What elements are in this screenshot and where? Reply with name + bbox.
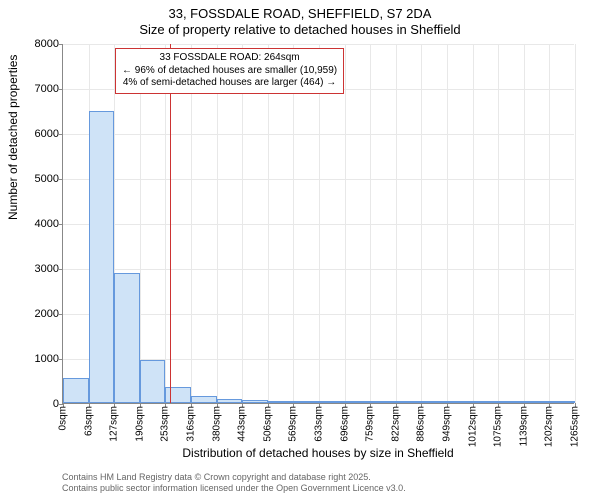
x-gridline (370, 44, 371, 403)
x-tick-label: 569sqm (288, 403, 299, 442)
histogram-bar (242, 400, 268, 403)
x-tick-label: 316sqm (186, 403, 197, 442)
histogram-bar (140, 360, 166, 403)
footer-attribution: Contains HM Land Registry data © Crown c… (62, 472, 406, 495)
x-gridline (165, 44, 166, 403)
histogram-bar (549, 401, 575, 403)
x-gridline (217, 44, 218, 403)
x-tick-label: 1075sqm (493, 403, 504, 447)
annotation-line-2: ← 96% of detached houses are smaller (10… (122, 65, 337, 78)
x-gridline (549, 44, 550, 403)
x-tick-label: 1265sqm (570, 403, 581, 447)
histogram-bar (421, 401, 447, 403)
x-gridline (319, 44, 320, 403)
x-tick-label: 633sqm (314, 403, 325, 442)
annotation-line-1: 33 FOSSDALE ROAD: 264sqm (122, 52, 337, 65)
x-tick-label: 1139sqm (518, 403, 529, 446)
x-gridline (140, 44, 141, 403)
histogram-bar (217, 399, 243, 403)
y-axis-label: Number of detached properties (6, 55, 20, 220)
x-tick-label: 1012sqm (467, 403, 478, 447)
histogram-bar (89, 111, 115, 404)
x-gridline (191, 44, 192, 403)
x-gridline (498, 44, 499, 403)
histogram-bar (319, 401, 345, 403)
histogram-bar (345, 401, 371, 403)
x-gridline (447, 44, 448, 403)
x-tick-label: 696sqm (339, 403, 350, 442)
histogram-bar (114, 273, 140, 404)
footer-line-2: Contains public sector information licen… (62, 483, 406, 494)
chart-plot-area: 0100020003000400050006000700080000sqm63s… (62, 44, 574, 404)
y-tick-label: 7000 (35, 83, 63, 95)
histogram-bar (268, 401, 294, 403)
x-gridline (473, 44, 474, 403)
histogram-bar (370, 401, 396, 403)
y-tick-label: 2000 (35, 308, 63, 320)
x-tick-label: 1202sqm (544, 403, 555, 447)
chart-title-block: 33, FOSSDALE ROAD, SHEFFIELD, S7 2DA Siz… (0, 0, 600, 37)
y-tick-label: 8000 (35, 38, 63, 50)
y-tick-label: 6000 (35, 128, 63, 140)
histogram-bar (447, 401, 473, 403)
histogram-bar (63, 378, 89, 403)
x-gridline (242, 44, 243, 403)
annotation-line-3: 4% of semi-detached houses are larger (4… (122, 77, 337, 90)
histogram-bar (191, 396, 217, 403)
x-tick-label: 759sqm (365, 403, 376, 442)
x-gridline (575, 44, 576, 403)
x-gridline (268, 44, 269, 403)
x-tick-label: 253sqm (160, 403, 171, 442)
x-gridline (524, 44, 525, 403)
x-tick-label: 63sqm (83, 403, 94, 436)
histogram-bar (396, 401, 422, 403)
x-tick-label: 190sqm (134, 403, 145, 442)
y-tick-label: 3000 (35, 263, 63, 275)
title-line-2: Size of property relative to detached ho… (0, 22, 600, 37)
histogram-bar (524, 401, 550, 403)
x-axis-label: Distribution of detached houses by size … (62, 446, 574, 460)
x-tick-label: 127sqm (109, 403, 120, 442)
x-gridline (293, 44, 294, 403)
y-tick-label: 1000 (35, 353, 63, 365)
reference-line (170, 44, 171, 403)
x-tick-label: 0sqm (58, 403, 69, 430)
reference-annotation-box: 33 FOSSDALE ROAD: 264sqm ← 96% of detach… (115, 48, 344, 94)
histogram-bar (498, 401, 524, 403)
x-gridline (345, 44, 346, 403)
x-tick-label: 822sqm (390, 403, 401, 442)
x-tick-label: 443sqm (237, 403, 248, 442)
x-gridline (421, 44, 422, 403)
footer-line-1: Contains HM Land Registry data © Crown c… (62, 472, 406, 483)
y-tick-label: 4000 (35, 218, 63, 230)
title-line-1: 33, FOSSDALE ROAD, SHEFFIELD, S7 2DA (0, 6, 600, 21)
histogram-bar (293, 401, 319, 403)
x-tick-label: 506sqm (262, 403, 273, 442)
histogram-bar (473, 401, 499, 403)
x-gridline (396, 44, 397, 403)
x-tick-label: 949sqm (442, 403, 453, 442)
y-tick-label: 5000 (35, 173, 63, 185)
x-tick-label: 886sqm (416, 403, 427, 442)
x-tick-label: 380sqm (211, 403, 222, 442)
